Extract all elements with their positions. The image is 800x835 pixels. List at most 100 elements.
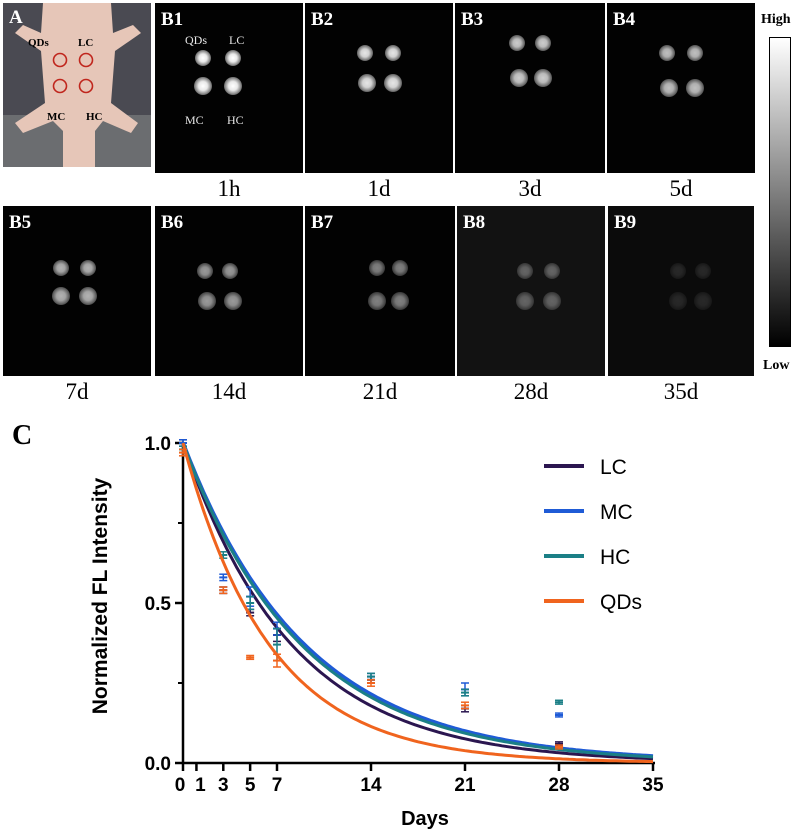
- time-label-3d: 3d: [518, 176, 542, 201]
- fluorescence-spot: [509, 35, 525, 51]
- panel-a-label: A: [9, 7, 23, 28]
- panel-label: B5: [9, 212, 32, 233]
- fluorescence-spot: [385, 45, 401, 61]
- panel-label: B7: [311, 212, 334, 233]
- fluorescence-spot: [224, 292, 242, 310]
- x-axis-label: Days: [401, 808, 449, 830]
- fluorescence-panel-b7: B7: [305, 206, 455, 376]
- x-tick-label: 28: [548, 775, 569, 796]
- mouse-label-qds: QDs: [28, 37, 49, 49]
- fluorescence-panel-b5: B5: [3, 206, 151, 376]
- fluorescence-panel-b8: B8: [457, 206, 605, 376]
- fluorescence-spot: [79, 287, 97, 305]
- fluorescence-spot: [535, 35, 551, 51]
- y-tick-label: 1.0: [145, 434, 171, 455]
- mouse-label-mc: MC: [47, 111, 66, 123]
- fluorescence-panel-b4: B4: [607, 3, 755, 173]
- fluorescence-panel-b9: B9: [608, 206, 754, 376]
- x-tick-label: 14: [360, 775, 382, 796]
- fluorescence-spot: [222, 263, 238, 279]
- panel-label: B4: [613, 9, 636, 30]
- time-label-1d: 1d: [367, 176, 391, 201]
- fluorescence-spot: [694, 292, 712, 310]
- fluorescence-spot: [198, 292, 216, 310]
- panel-label: B1: [161, 9, 184, 30]
- fluorescence-spot: [392, 260, 408, 276]
- fluorescence-panel-b2: B2: [305, 3, 453, 173]
- fluorescence-spot: [543, 292, 561, 310]
- fluorescence-spot: [224, 77, 242, 95]
- b1-label-mc: MC: [185, 113, 204, 127]
- x-tick-label: 3: [218, 775, 229, 796]
- b1-label-lc: LC: [229, 33, 245, 47]
- panel-label: B6: [161, 212, 184, 233]
- panel-label: B9: [614, 212, 637, 233]
- fluorescence-spot: [195, 50, 211, 66]
- x-tick-label: 21: [454, 775, 476, 796]
- fluorescence-spot: [669, 292, 687, 310]
- fluorescence-spot: [687, 45, 703, 61]
- time-label-21d: 21d: [362, 379, 398, 404]
- fluorescence-spot: [384, 74, 402, 92]
- time-label-14d: 14d: [211, 379, 247, 404]
- fluorescence-spot: [225, 50, 241, 66]
- panel-c-label: C: [12, 420, 33, 451]
- x-tick-label: 7: [272, 775, 283, 796]
- fluorescence-spot: [369, 260, 385, 276]
- fluorescence-spot: [194, 77, 212, 95]
- legend-label-mc: MC: [600, 501, 633, 524]
- fluorescence-spot: [53, 260, 69, 276]
- fit-curve-hc: [181, 442, 654, 759]
- time-label-1h: 1h: [217, 176, 241, 201]
- fit-curve-lc: [181, 442, 654, 761]
- x-tick-label: 0: [175, 775, 186, 796]
- fluorescence-spot: [534, 69, 552, 87]
- legend-label-qds: QDs: [600, 591, 642, 614]
- chart-axes: 0.00.51.00 1 3 5 7 14 21 28 35: [145, 434, 664, 796]
- fluorescence-spot: [358, 74, 376, 92]
- fluorescence-spot: [80, 260, 96, 276]
- fluorescence-panel-b6: B6: [155, 206, 303, 376]
- panel-label: B8: [463, 212, 486, 233]
- fluorescence-spot: [52, 287, 70, 305]
- fluorescence-spot: [660, 79, 678, 97]
- fluorescence-spot: [510, 69, 528, 87]
- colorbar-low-label: Low: [763, 358, 790, 373]
- fluorescence-spot: [197, 263, 213, 279]
- mouse-label-hc: HC: [86, 111, 103, 123]
- y-tick-label: 0.5: [145, 594, 172, 615]
- fluorescence-spot: [695, 263, 711, 279]
- fluorescence-panel-b1: B1 QDs LC MC HC: [155, 3, 303, 173]
- fluorescence-spot: [391, 292, 409, 310]
- fluorescence-spot: [659, 45, 675, 61]
- fluorescence-spot: [516, 292, 534, 310]
- time-label-5d: 5d: [669, 176, 693, 201]
- intensity-colorbar: [769, 37, 791, 347]
- mouse-illustration: [3, 3, 151, 167]
- chart-legend: LC MC HC QDs: [544, 456, 642, 614]
- mouse-photo: A QDs LC MC HC: [3, 3, 151, 167]
- panel-label: B3: [461, 9, 484, 30]
- x-tick-label: 5: [245, 775, 256, 796]
- fluorescence-spot: [544, 263, 560, 279]
- fit-curve-qds: [181, 442, 654, 764]
- y-tick-label: 0.0: [145, 754, 171, 775]
- b1-label-hc: HC: [227, 113, 244, 127]
- y-axis-label: Normalized FL Intensity: [89, 477, 112, 714]
- time-label-35d: 35d: [663, 379, 699, 404]
- legend-label-hc: HC: [600, 546, 630, 569]
- time-label-7d: 7d: [65, 379, 89, 404]
- fluorescence-spot: [686, 79, 704, 97]
- chart-series: [179, 439, 654, 764]
- colorbar-high-label: High: [761, 12, 791, 27]
- b1-label-qds: QDs: [185, 33, 208, 47]
- mouse-label-lc: LC: [78, 37, 94, 49]
- fluorescence-spot: [368, 292, 386, 310]
- panel-label: B2: [311, 9, 334, 30]
- legend-label-lc: LC: [600, 456, 627, 479]
- fluorescence-spot: [517, 263, 533, 279]
- fluorescence-spot: [357, 45, 373, 61]
- time-label-28d: 28d: [513, 379, 549, 404]
- x-tick-label: 1: [195, 775, 206, 796]
